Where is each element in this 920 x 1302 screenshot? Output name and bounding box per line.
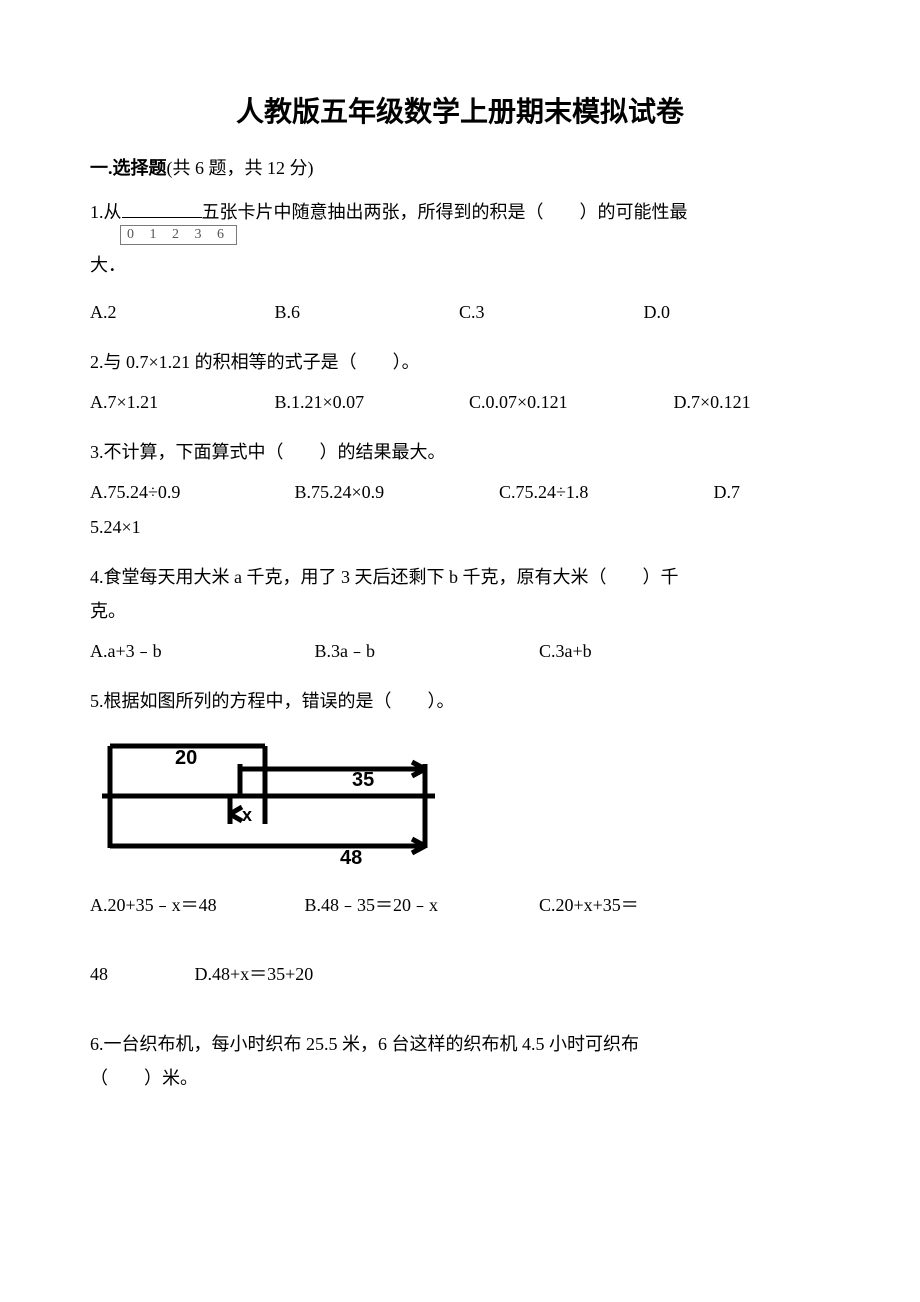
- q1-card-line: 0 1 2 3 6: [90, 225, 830, 247]
- q1-underline: [122, 199, 202, 218]
- q1-options: A.2 B.6 C.3 D.0: [90, 295, 830, 329]
- q4-line1: 4.食堂每天用大米 a 千克，用了 3 天后还剩下 b 千克，原有大米（ ）千: [90, 560, 830, 594]
- q4-opt-c: C.3a+b: [539, 634, 699, 668]
- q3-opt-c: C.75.24÷1.8: [499, 475, 709, 509]
- q1-line1: 1.从 五张卡片中随意抽出两张，所得到的积是（ ）的可能性最: [90, 198, 830, 227]
- section-detail: (共 6 题，共 12 分): [167, 158, 314, 178]
- question-4: 4.食堂每天用大米 a 千克，用了 3 天后还剩下 b 千克，原有大米（ ）千 …: [90, 560, 830, 669]
- q1-text-b: 五张卡片中随意抽出两张，所得到的积是（ ）的可能性最: [202, 202, 688, 222]
- q3-opt-b: B.75.24×0.9: [295, 475, 495, 509]
- exam-page: 人教版五年级数学上册期末模拟试卷 一.选择题(共 6 题，共 12 分) 1.从…: [0, 0, 920, 1302]
- q6-line2: （ ）米。: [90, 1061, 830, 1095]
- q3-opt-a: A.75.24÷0.9: [90, 475, 290, 509]
- q2-options: A.7×1.21 B.1.21×0.07 C.0.07×0.121 D.7×0.…: [90, 385, 830, 419]
- diagram-label-x: x: [242, 805, 252, 825]
- q2-opt-a: A.7×1.21: [90, 385, 270, 419]
- q4-line2: 克。: [90, 594, 830, 628]
- q1-opt-a: A.2: [90, 295, 270, 329]
- q5-diagram: 20 35 x 48: [90, 736, 830, 866]
- q1-opt-c: C.3: [459, 295, 639, 329]
- q1-text-a: 1.从: [90, 202, 122, 222]
- q1-card-box: 0 1 2 3 6: [120, 225, 237, 245]
- q2-text: 2.与 0.7×1.21 的积相等的式子是（ ）。: [90, 345, 830, 379]
- q6-line1: 6.一台织布机，每小时织布 25.5 米，6 台这样的织布机 4.5 小时可织布: [90, 1027, 830, 1061]
- page-title: 人教版五年级数学上册期末模拟试卷: [90, 90, 830, 130]
- q5-diagram-svg: 20 35 x 48: [90, 736, 450, 866]
- q3-opt-d-tail: 5.24×1: [90, 510, 830, 544]
- question-2: 2.与 0.7×1.21 的积相等的式子是（ ）。 A.7×1.21 B.1.2…: [90, 345, 830, 419]
- q3-text: 3.不计算，下面算式中（ ）的结果最大。: [90, 435, 830, 469]
- q4-opt-a: A.a+3﹣b: [90, 634, 310, 668]
- q3-opt-d-head: D.7: [714, 475, 764, 509]
- diagram-label-20: 20: [175, 747, 197, 769]
- q5-opt-b: B.48﹣35＝20﹣x: [305, 888, 535, 922]
- section-heading: 一.选择题(共 6 题，共 12 分): [90, 154, 830, 180]
- q5-opt-c-tail: 48: [90, 957, 190, 991]
- diagram-label-48: 48: [340, 847, 362, 866]
- q1-opt-b: B.6: [275, 295, 455, 329]
- q4-opt-b: B.3a﹣b: [315, 634, 535, 668]
- section-name: 选择题: [113, 158, 167, 178]
- q5-opt-a: A.20+35﹣x＝48: [90, 888, 300, 922]
- q5-text: 5.根据如图所列的方程中，错误的是（ ）。: [90, 684, 830, 718]
- q4-options: A.a+3﹣b B.3a﹣b C.3a+b: [90, 634, 830, 668]
- question-3: 3.不计算，下面算式中（ ）的结果最大。 A.75.24÷0.9 B.75.24…: [90, 435, 830, 544]
- q1-opt-d: D.0: [644, 295, 764, 329]
- q5-opt-c-head: C.20+x+35＝: [539, 888, 719, 922]
- section-prefix: 一.: [90, 158, 113, 178]
- q1-line2: 大．: [90, 248, 830, 282]
- diagram-label-35: 35: [352, 769, 374, 791]
- q3-options: A.75.24÷0.9 B.75.24×0.9 C.75.24÷1.8 D.7: [90, 475, 830, 509]
- q5-options-row1: A.20+35﹣x＝48 B.48﹣35＝20﹣x C.20+x+35＝: [90, 888, 830, 922]
- q2-opt-d: D.7×0.121: [674, 385, 814, 419]
- question-6: 6.一台织布机，每小时织布 25.5 米，6 台这样的织布机 4.5 小时可织布…: [90, 1027, 830, 1095]
- q2-opt-b: B.1.21×0.07: [275, 385, 465, 419]
- q5-options-row2: 48 D.48+x＝35+20: [90, 957, 830, 991]
- question-1: 1.从五张卡片中随意抽出两张，所得到的积是（ ）的可能性最 0 1 2 3 6 …: [90, 198, 830, 329]
- question-5: 5.根据如图所列的方程中，错误的是（ ）。: [90, 684, 830, 991]
- q5-opt-d: D.48+x＝35+20: [195, 957, 314, 991]
- q2-opt-c: C.0.07×0.121: [469, 385, 669, 419]
